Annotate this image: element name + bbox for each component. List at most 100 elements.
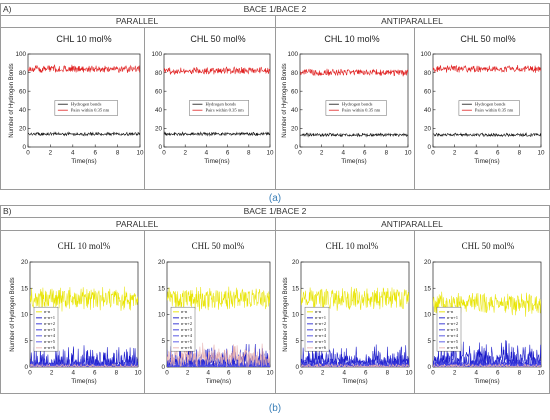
legend-label: n-n+5 [315, 339, 327, 344]
legend-label: n-n+4 [447, 333, 459, 338]
legend-label: n-n+5 [181, 339, 193, 344]
x-tick-label: 4 [474, 370, 478, 377]
legend-label: Pairs within 0.35 nm [342, 108, 381, 113]
x-axis-label: Time(ns) [204, 158, 229, 165]
x-axis-label: Time(ns) [71, 378, 96, 385]
y-axis-label: Number of Hydrogen Bonds [282, 63, 288, 137]
chart-7: CHL 10 mol%024681005101520Time(ns)Number… [283, 241, 413, 385]
x-tick-label: 6 [93, 150, 97, 157]
y-tick-label: 80 [19, 70, 27, 77]
y-axis-label: Number of Hydrogen Bonds [10, 277, 16, 351]
y-tick-label: 0 [158, 144, 162, 151]
chart-title: CHL 50 mol% [192, 241, 245, 251]
y-tick-label: 0 [22, 144, 26, 151]
y-tick-label: 40 [155, 107, 163, 114]
x-tick-label: 4 [474, 150, 478, 157]
y-axis-label: Number of Hydrogen Bonds [9, 63, 15, 137]
x-tick-label: 8 [115, 370, 119, 377]
legend-label: Hydrogen bonds [205, 102, 236, 107]
legend-label: n-n+5 [447, 339, 459, 344]
x-axis-label: Time(ns) [342, 378, 367, 385]
legend-label: n-n [44, 309, 51, 314]
legend-label: n-n+1 [315, 315, 327, 320]
x-tick-label: 4 [205, 150, 209, 157]
x-tick-label: 6 [496, 370, 500, 377]
x-tick-label: 8 [385, 150, 389, 157]
legend-label: n-n+6 [181, 345, 193, 350]
x-tick-label: 8 [116, 150, 120, 157]
chart-title: CHL 10 mol% [326, 241, 379, 251]
legend-label: n-n+4 [44, 333, 56, 338]
legend-label: n-n+2 [447, 321, 459, 326]
legend-label: Hydrogen bonds [342, 102, 373, 107]
y-tick-label: 5 [161, 338, 165, 345]
chart-title: CHL 50 mol% [462, 241, 515, 251]
y-tick-label: 10 [158, 312, 166, 319]
y-tick-label: 0 [161, 364, 165, 371]
x-tick-label: 2 [320, 150, 324, 157]
legend-label: Pairs within 0.35 nm [71, 108, 110, 113]
x-tick-label: 10 [266, 370, 274, 377]
chart-title: CHL 50 mol% [190, 34, 245, 44]
chart-5: CHL 10 mol%024681005101520Time(ns)Number… [10, 241, 142, 385]
y-tick-label: 0 [295, 364, 299, 371]
x-tick-label: 2 [453, 150, 457, 157]
x-tick-label: 4 [341, 150, 345, 157]
y-tick-label: 80 [155, 70, 163, 77]
y-tick-label: 0 [427, 364, 431, 371]
legend-label: n-n+1 [181, 315, 193, 320]
legend-label: n-n+2 [315, 321, 327, 326]
legend-label: n-n+4 [315, 333, 327, 338]
section-b-group-antiparallel: ANTIPARALLEL [381, 219, 443, 229]
chart-title: CHL 10 mol% [56, 34, 111, 44]
x-tick-label: 6 [364, 370, 368, 377]
y-tick-label: 10 [292, 312, 300, 319]
chart-title: CHL 10 mol% [58, 241, 111, 251]
section-a-title: BACE 1/BACE 2 [244, 4, 307, 14]
legend-label: n-n+3 [447, 327, 459, 332]
legend-label: n-n+6 [447, 345, 459, 350]
chart-2: CHL 50 mol%0246810020406080100Time(ns)Hy… [151, 34, 274, 165]
x-tick-label: 6 [227, 370, 231, 377]
y-tick-label: 40 [291, 107, 299, 114]
x-tick-label: 0 [299, 370, 303, 377]
legend-label: n-n+3 [181, 327, 193, 332]
x-tick-label: 10 [537, 150, 545, 157]
legend-label: n-n+1 [44, 315, 56, 320]
legend-label: n-n+4 [181, 333, 193, 338]
x-tick-label: 10 [404, 150, 412, 157]
chart-title: CHL 10 mol% [324, 34, 379, 44]
y-tick-label: 60 [291, 88, 299, 95]
y-tick-label: 20 [155, 126, 163, 133]
section-b-group-parallel: PARALLEL [116, 219, 159, 229]
legend-label: n-n+6 [315, 345, 327, 350]
y-tick-label: 15 [292, 285, 300, 292]
legend-label: Hydrogen bonds [475, 102, 506, 107]
y-tick-label: 60 [155, 88, 163, 95]
y-tick-label: 20 [158, 259, 166, 266]
x-tick-label: 2 [183, 150, 187, 157]
y-tick-label: 10 [21, 312, 29, 319]
y-tick-label: 40 [19, 107, 27, 114]
y-tick-label: 60 [424, 88, 432, 95]
chart-4: CHL 50 mol%0246810020406080100Time(ns)Hy… [420, 34, 545, 165]
y-tick-label: 5 [427, 338, 431, 345]
legend-label: n-n [181, 309, 188, 314]
x-tick-label: 4 [71, 150, 75, 157]
section-b-title: BACE 1/BACE 2 [244, 206, 307, 216]
y-tick-label: 0 [427, 144, 431, 151]
x-axis-label: Time(ns) [206, 378, 231, 385]
y-tick-label: 5 [24, 338, 28, 345]
x-axis-label: Time(ns) [341, 158, 366, 165]
legend-label: n-n+3 [315, 327, 327, 332]
x-tick-label: 0 [26, 150, 30, 157]
x-tick-label: 0 [28, 370, 32, 377]
x-axis-label: Time(ns) [474, 378, 499, 385]
y-tick-label: 20 [292, 259, 300, 266]
x-tick-label: 8 [386, 370, 390, 377]
x-tick-label: 2 [321, 370, 325, 377]
section-a-group-antiparallel: ANTIPARALLEL [381, 16, 443, 26]
y-tick-label: 10 [424, 312, 432, 319]
y-tick-label: 15 [21, 285, 29, 292]
y-tick-label: 80 [424, 70, 432, 77]
